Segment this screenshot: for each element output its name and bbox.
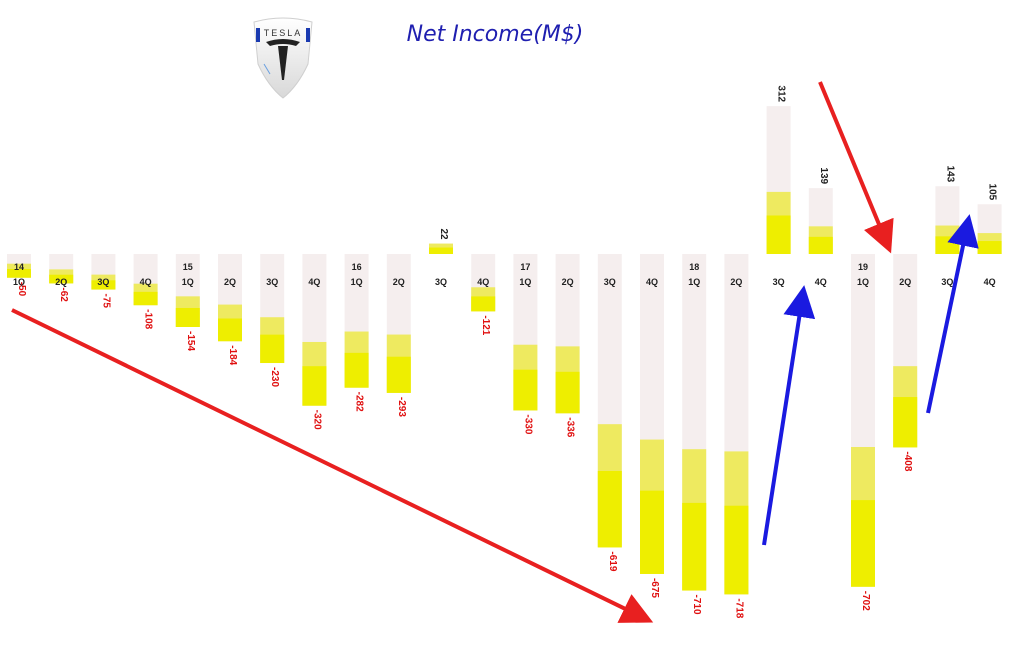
chart-title: Net Income(M$) bbox=[406, 22, 584, 47]
bar bbox=[386, 254, 411, 393]
data-label: -293 bbox=[396, 397, 407, 417]
data-label: 312 bbox=[776, 85, 787, 102]
bar bbox=[133, 254, 158, 306]
year-label: 15 bbox=[183, 262, 193, 272]
data-label: 22 bbox=[438, 228, 449, 240]
tick-label: 3Q bbox=[941, 277, 953, 287]
bar bbox=[49, 254, 74, 284]
bar bbox=[344, 254, 369, 388]
bar bbox=[851, 254, 875, 587]
tick-label: 1Q bbox=[351, 277, 363, 287]
bar bbox=[935, 186, 960, 254]
tick-label: 2Q bbox=[224, 277, 236, 287]
tesla-logo: TESLA bbox=[253, 17, 313, 99]
bar bbox=[302, 254, 327, 406]
year-label: 19 bbox=[858, 262, 868, 272]
tick-label: 4Q bbox=[308, 277, 320, 287]
tick-label: 3Q bbox=[773, 277, 785, 287]
tick-label: 1Q bbox=[13, 277, 25, 287]
data-label: -282 bbox=[354, 392, 365, 412]
bar bbox=[724, 254, 749, 595]
data-label: -702 bbox=[860, 591, 871, 611]
bar bbox=[893, 254, 918, 448]
data-label: -184 bbox=[227, 345, 238, 365]
data-label: 105 bbox=[987, 184, 998, 201]
bar bbox=[766, 106, 791, 254]
svg-text:TESLA: TESLA bbox=[264, 28, 303, 38]
bar bbox=[977, 204, 1002, 254]
data-label: -336 bbox=[565, 417, 576, 437]
year-label: 17 bbox=[520, 262, 530, 272]
data-label: -710 bbox=[691, 595, 702, 615]
tick-label: 4Q bbox=[646, 277, 658, 287]
tick-label: 1Q bbox=[519, 277, 531, 287]
data-label: -330 bbox=[522, 414, 533, 434]
bar bbox=[218, 254, 242, 342]
tick-label: 1Q bbox=[857, 277, 869, 287]
bar bbox=[471, 254, 496, 312]
tick-label: 2Q bbox=[730, 277, 742, 287]
data-label: -75 bbox=[100, 294, 111, 309]
year-label: 14 bbox=[14, 262, 24, 272]
trend-arrow-up-2 bbox=[926, 214, 979, 414]
trend-arrow-down-long bbox=[11, 308, 654, 623]
data-label: -154 bbox=[185, 331, 196, 351]
bar bbox=[640, 254, 664, 574]
data-label: -121 bbox=[480, 315, 491, 335]
trend-arrow-up-1 bbox=[762, 285, 816, 546]
data-label: -408 bbox=[902, 451, 913, 471]
data-label: 143 bbox=[944, 166, 955, 183]
tick-label: 3Q bbox=[97, 277, 109, 287]
year-label: 16 bbox=[352, 262, 362, 272]
tick-label: 4Q bbox=[815, 277, 827, 287]
bar bbox=[808, 188, 833, 254]
tick-label: 2Q bbox=[562, 277, 574, 287]
data-label: -619 bbox=[607, 551, 618, 571]
tick-label: 1Q bbox=[182, 277, 194, 287]
bar bbox=[429, 243, 453, 254]
data-label: -50 bbox=[16, 282, 27, 297]
bar bbox=[682, 254, 707, 591]
bar bbox=[7, 254, 31, 278]
bar bbox=[260, 254, 285, 364]
bar bbox=[597, 254, 622, 548]
bar bbox=[513, 254, 538, 411]
bar bbox=[555, 254, 580, 414]
tick-label: 3Q bbox=[266, 277, 278, 287]
tick-label: 4Q bbox=[477, 277, 489, 287]
tick-label: 3Q bbox=[435, 277, 447, 287]
tick-label: 4Q bbox=[140, 277, 152, 287]
data-label: 139 bbox=[818, 167, 829, 184]
data-label: -675 bbox=[649, 578, 660, 598]
tick-label: 3Q bbox=[604, 277, 616, 287]
data-label: -108 bbox=[143, 309, 154, 329]
trend-arrow-down-short bbox=[818, 81, 894, 254]
data-label: -230 bbox=[269, 367, 280, 387]
data-label: -320 bbox=[311, 410, 322, 430]
tick-label: 2Q bbox=[899, 277, 911, 287]
tick-label: 1Q bbox=[688, 277, 700, 287]
data-label: -62 bbox=[58, 287, 69, 302]
tick-label: 4Q bbox=[984, 277, 996, 287]
tick-label: 2Q bbox=[393, 277, 405, 287]
year-label: 18 bbox=[689, 262, 699, 272]
bar bbox=[91, 254, 116, 290]
data-label: -718 bbox=[733, 598, 744, 618]
tick-label: 2Q bbox=[55, 277, 67, 287]
bar bbox=[175, 254, 200, 327]
